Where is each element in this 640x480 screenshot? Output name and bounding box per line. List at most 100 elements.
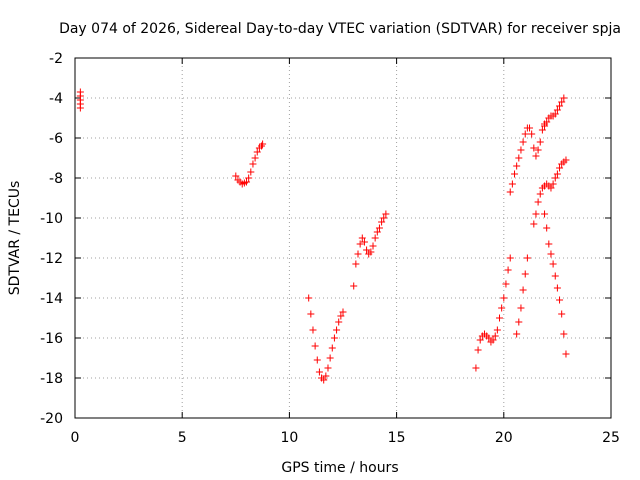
data-point [549,260,557,268]
data-point [358,234,366,242]
data-point [382,210,390,218]
data-point [530,144,538,152]
data-point [556,164,564,172]
x-tick-label: 10 [280,430,298,446]
data-point [536,190,544,198]
data-point [243,178,251,186]
series-arc-4 [350,210,390,290]
data-point [515,154,523,162]
data-point [511,170,519,178]
data-point [326,354,334,362]
y-tick-label: -4 [49,91,63,107]
data-point [515,318,523,326]
y-tick-label: -8 [49,171,63,187]
y-tick-label: -18 [40,371,63,387]
data-point [521,270,529,278]
data-point [76,104,84,112]
series-arc-5 [472,254,514,372]
data-point [378,218,386,226]
data-point [517,146,525,154]
data-point [560,94,568,102]
data-point [558,98,566,106]
data-point [523,254,531,262]
data-point [558,310,566,318]
data-point [472,364,480,372]
data-point [551,174,559,182]
y-tick-label: -14 [40,291,63,307]
data-point [536,138,544,146]
data-point [534,198,542,206]
data-point [528,130,536,138]
data-point [356,240,364,248]
data-point [324,364,332,372]
data-point [313,356,321,364]
data-point [500,294,508,302]
data-point [367,248,375,256]
data-point [556,296,564,304]
data-point [519,138,527,146]
data-point [506,188,514,196]
series-arc-10 [541,210,570,358]
data-point [541,210,549,218]
data-point [328,344,336,352]
data-point [350,282,358,290]
x-tick-label: 25 [602,430,620,446]
data-point [333,326,341,334]
series-arc-6 [506,120,549,196]
data-point [474,346,482,354]
y-axis-label: SDTVAR / TECUs [7,181,23,296]
x-tick-label: 15 [388,430,406,446]
data-point [320,376,328,384]
x-tick-label: 20 [495,430,513,446]
plot-frame [74,57,612,419]
data-point [493,326,501,334]
data-point [556,102,564,110]
series-arc-3 [305,294,347,384]
data-point [371,234,379,242]
data-point [553,170,561,178]
y-tick-label: -20 [40,411,63,427]
data-point [489,336,497,344]
data-point [508,180,516,188]
data-point [534,146,542,154]
data-point [253,148,261,156]
data-point [496,314,504,322]
series-arc-1 [76,88,84,112]
data-point [547,250,555,258]
data-point [562,156,570,164]
y-tick-label: -16 [40,331,63,347]
data-point [553,106,561,114]
data-point [311,342,319,350]
data-points [76,88,570,384]
chart-title: Day 074 of 2026, Sidereal Day-to-day VTE… [59,21,621,37]
data-point [247,168,255,176]
data-point [485,334,493,342]
data-point [380,214,388,222]
x-axis-label: GPS time / hours [281,460,398,476]
data-point [245,174,253,182]
data-point [307,310,315,318]
data-point [373,228,381,236]
data-point [259,140,267,148]
y-tick-label: -12 [40,251,63,267]
data-point [232,172,240,180]
y-tick-label: -6 [49,131,63,147]
grid-lines [75,58,611,418]
y-tick-label: -2 [49,51,63,67]
data-point [322,372,330,380]
data-point [491,332,499,340]
data-point [506,254,514,262]
data-point [530,220,538,228]
data-point [249,160,257,168]
data-point [543,224,551,232]
data-point [513,162,521,170]
data-point [562,350,570,358]
data-point [354,250,362,258]
data-point [498,304,506,312]
data-point [476,336,484,344]
data-point [309,326,317,334]
data-point [363,246,371,254]
x-tick-label: 5 [178,430,187,446]
data-point [545,240,553,248]
